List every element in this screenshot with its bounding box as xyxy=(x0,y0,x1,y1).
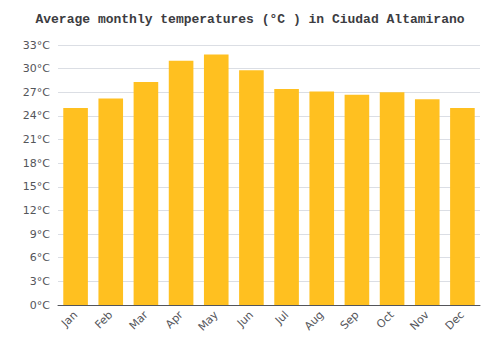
svg-text:21°C: 21°C xyxy=(23,133,50,146)
svg-text:Nov: Nov xyxy=(407,308,432,333)
svg-text:Jul: Jul xyxy=(272,308,291,327)
svg-text:12°C: 12°C xyxy=(23,204,50,217)
svg-text:9°C: 9°C xyxy=(30,228,50,241)
svg-text:Apr: Apr xyxy=(163,308,186,331)
svg-text:Mar: Mar xyxy=(127,308,151,332)
svg-text:Aug: Aug xyxy=(302,308,326,332)
svg-text:May: May xyxy=(196,308,222,334)
svg-text:Jun: Jun xyxy=(234,308,256,330)
svg-text:33°C: 33°C xyxy=(23,39,50,52)
svg-text:Feb: Feb xyxy=(92,308,115,331)
svg-text:27°C: 27°C xyxy=(23,86,50,99)
svg-text:3°C: 3°C xyxy=(30,275,50,288)
svg-text:Average monthly temperatures (: Average monthly temperatures (°C ) in Ci… xyxy=(35,12,464,27)
svg-text:18°C: 18°C xyxy=(23,157,50,170)
svg-text:Sep: Sep xyxy=(338,308,362,332)
svg-text:Dec: Dec xyxy=(443,308,467,332)
svg-text:24°C: 24°C xyxy=(23,109,50,122)
svg-text:Oct: Oct xyxy=(374,308,397,331)
svg-text:30°C: 30°C xyxy=(23,62,50,75)
svg-text:6°C: 6°C xyxy=(30,251,50,264)
svg-text:15°C: 15°C xyxy=(23,180,50,193)
svg-text:Jan: Jan xyxy=(58,308,80,330)
svg-text:0°C: 0°C xyxy=(30,299,50,312)
